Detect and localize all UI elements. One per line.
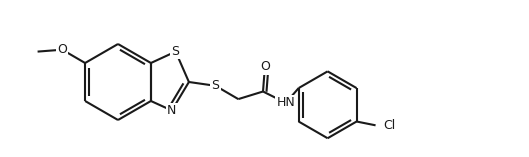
Text: N: N [167,104,177,117]
Text: S: S [212,79,220,92]
Text: O: O [260,60,270,73]
Text: S: S [171,45,180,58]
Text: Cl: Cl [384,119,396,132]
Text: O: O [57,43,67,56]
Text: HN: HN [277,96,295,109]
